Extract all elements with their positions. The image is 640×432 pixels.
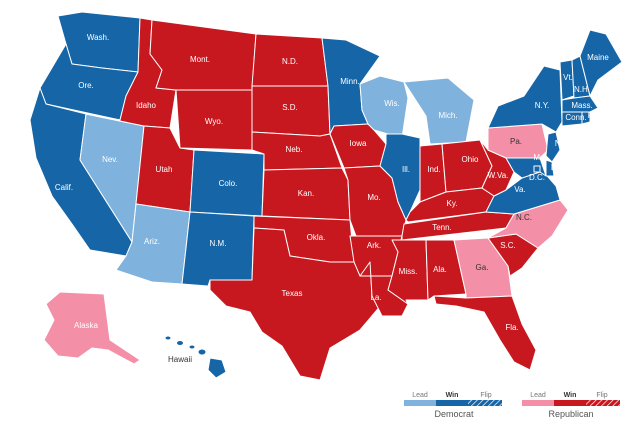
label-ak: Alaska — [74, 321, 99, 330]
legend-rep-win-label: Win — [564, 392, 577, 399]
label-ri: R.I. — [588, 111, 600, 120]
legend-republican: Lead Win Flip Republican — [522, 392, 620, 419]
label-ky: Ky. — [447, 199, 458, 208]
legend-democrat: Lead Win Flip Democrat — [404, 392, 502, 419]
label-nd: N.D. — [282, 57, 298, 66]
legend-dem-win-label: Win — [446, 392, 459, 399]
label-md: Md. — [533, 153, 546, 162]
label-nj: N.J. — [555, 139, 569, 148]
states-layer — [29, 11, 623, 381]
label-ks: Kan. — [298, 189, 314, 198]
label-mo: Mo. — [367, 193, 380, 202]
label-mi: Mich. — [438, 111, 457, 120]
label-wa: Wash. — [87, 33, 109, 42]
label-al: Ala. — [433, 265, 447, 274]
legend-rep-party: Republican — [548, 409, 593, 419]
legend-rep-win-swatch — [554, 400, 586, 406]
label-ga: Ga. — [476, 263, 489, 272]
state-nm[interactable] — [181, 211, 255, 287]
label-mn: Minn. — [340, 77, 360, 86]
legend-dem-lead-swatch — [404, 400, 436, 406]
label-wv: W.Va. — [488, 171, 509, 180]
legend-dem-lead-label: Lead — [412, 392, 428, 399]
state-hi[interactable] — [164, 335, 227, 379]
legend-dem-flip-swatch — [468, 400, 502, 406]
label-sc: S.C. — [500, 241, 516, 250]
label-az: Ariz. — [144, 237, 160, 246]
state-de[interactable] — [545, 159, 555, 177]
label-ms: Miss. — [399, 267, 418, 276]
state-labels: Wash. Ore. Calif. Nev. Idaho Mont. Wyo. … — [55, 33, 610, 364]
label-ne: Neb. — [286, 145, 303, 154]
label-de: Del. — [551, 163, 565, 172]
label-sd: S.D. — [282, 103, 298, 112]
legend-dem-flip-label: Flip — [480, 392, 491, 399]
label-ut: Utah — [156, 165, 173, 174]
legend-dem-win-swatch — [436, 400, 468, 406]
label-ma: Mass. — [571, 101, 592, 110]
label-il: Ill. — [402, 165, 410, 174]
state-ak[interactable] — [43, 291, 141, 365]
state-dc[interactable] — [533, 165, 541, 173]
label-va: Va. — [514, 185, 525, 194]
state-ri[interactable] — [581, 111, 591, 125]
label-in: Ind. — [427, 165, 440, 174]
state-va[interactable] — [485, 169, 561, 215]
label-vt: Vt. — [563, 73, 573, 82]
label-nv: Nev. — [102, 155, 118, 164]
label-nh: N.H. — [574, 85, 590, 94]
label-me: Maine — [587, 53, 609, 62]
legend-rep-flip-label: Flip — [596, 392, 607, 399]
label-dc: D.C. — [529, 173, 545, 182]
label-or: Ore. — [78, 81, 94, 90]
label-pa: Pa. — [510, 137, 522, 146]
label-wi: Wis. — [384, 99, 400, 108]
legend-rep-lead-label: Lead — [530, 392, 546, 399]
label-hi: Hawaii — [168, 355, 192, 364]
label-ia: Iowa — [350, 139, 367, 148]
label-id: Idaho — [136, 101, 157, 110]
label-nm: N.M. — [210, 239, 227, 248]
label-ok: Okla. — [307, 233, 326, 242]
legend: Lead Win Flip Democrat Lead Win Flip Rep… — [404, 392, 620, 419]
label-ca: Calif. — [55, 183, 73, 192]
label-ny: N.Y. — [535, 101, 550, 110]
state-tx[interactable] — [209, 227, 383, 381]
label-tx: Texas — [282, 289, 303, 298]
state-fl[interactable] — [433, 295, 537, 371]
label-wy: Wyo. — [205, 117, 223, 126]
label-mt: Mont. — [190, 55, 210, 64]
legend-rep-flip-swatch — [586, 400, 620, 406]
label-nc: N.C. — [516, 213, 532, 222]
state-al[interactable] — [425, 239, 467, 301]
label-ar: Ark. — [367, 241, 381, 250]
state-ny[interactable] — [487, 65, 563, 133]
state-nj[interactable] — [545, 131, 561, 163]
label-co: Colo. — [219, 179, 238, 188]
label-tn: Tenn. — [432, 223, 452, 232]
label-la: La. — [370, 293, 381, 302]
legend-rep-lead-swatch — [522, 400, 554, 406]
legend-dem-party: Democrat — [434, 409, 474, 419]
label-fl: Fla. — [505, 323, 518, 332]
label-ct: Conn. — [565, 113, 586, 122]
state-ca[interactable] — [29, 87, 133, 257]
label-oh: Ohio — [462, 155, 479, 164]
